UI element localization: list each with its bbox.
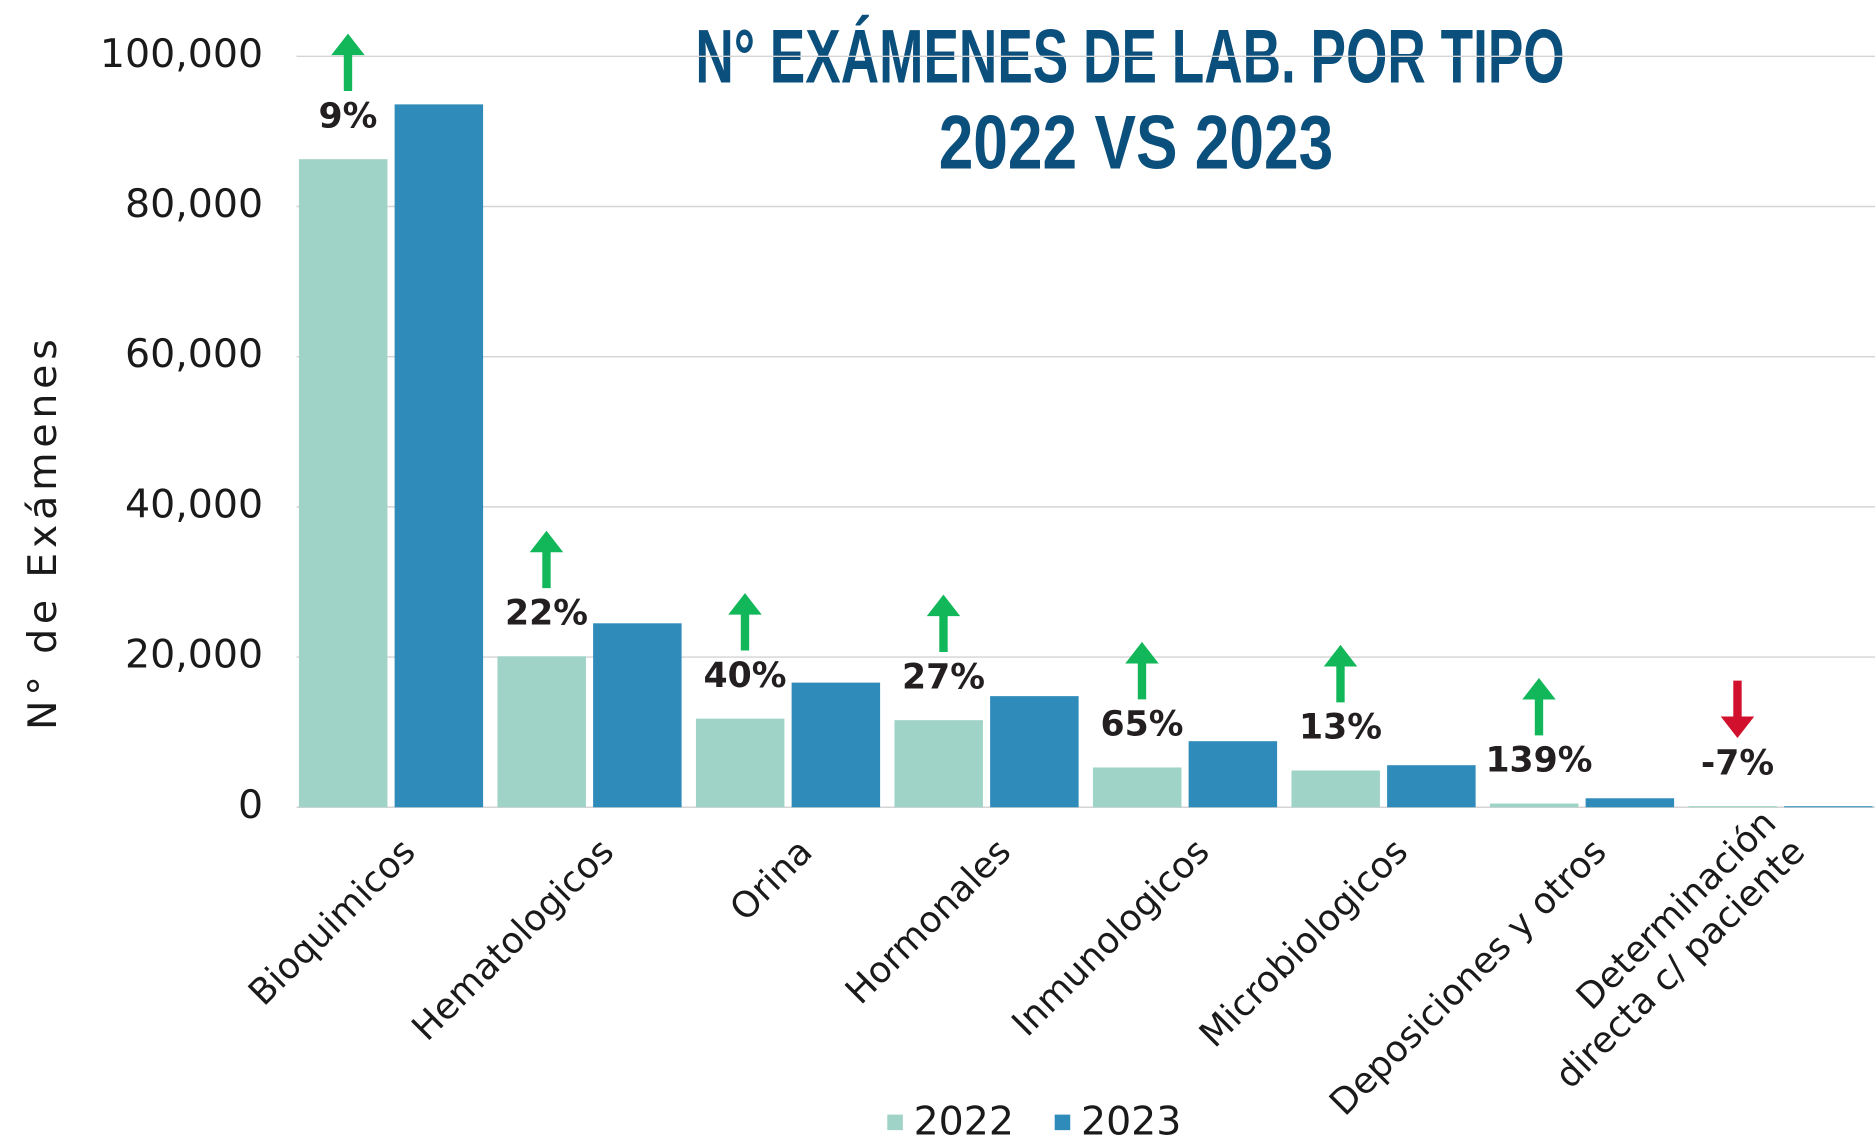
bar <box>1291 770 1380 808</box>
y-tick-label: 100,000 <box>100 31 263 77</box>
bar <box>593 623 682 808</box>
legend-swatch <box>1054 1114 1071 1131</box>
change-label: 27% <box>902 657 985 697</box>
change-label: 139% <box>1485 741 1592 781</box>
legend-label: 2023 <box>1081 1099 1181 1145</box>
y-tick-label: 80,000 <box>125 181 263 227</box>
x-tick-label: Hematologicos <box>404 831 622 1049</box>
x-tick-label: Bioquimicos <box>241 831 424 1014</box>
x-tick-label: Determinacióndirecta c/ paciente <box>1519 802 1813 1096</box>
change-label: -7% <box>1701 743 1774 783</box>
bar <box>1489 803 1579 808</box>
change-label: 65% <box>1101 705 1184 745</box>
chart-subtitle: 2022 VS 2023 <box>939 101 1334 186</box>
y-tick-label: 0 <box>238 782 263 828</box>
bar <box>1585 798 1675 808</box>
change-label: 13% <box>1299 708 1382 748</box>
x-tick-label: Orina <box>723 831 821 929</box>
y-axis-label: N° de Exámenes <box>20 334 66 730</box>
change-arrow <box>1522 677 1556 736</box>
change-label: 9% <box>319 96 378 136</box>
change-arrow <box>1720 680 1755 738</box>
bar <box>1784 806 1873 808</box>
legend-swatch <box>887 1114 903 1131</box>
y-tick-label: 40,000 <box>125 481 263 527</box>
x-tick-label: Microbiologicos <box>1192 831 1416 1055</box>
bar <box>1387 765 1476 808</box>
bar <box>894 720 983 808</box>
legend-label: 2022 <box>914 1099 1014 1145</box>
change-arrow <box>1323 644 1358 703</box>
change-arrow <box>529 530 564 589</box>
y-tick-label: 60,000 <box>125 331 263 377</box>
change-label: 22% <box>505 593 588 633</box>
x-tick-label: Hormonales <box>838 831 1019 1012</box>
bar <box>791 682 881 808</box>
change-arrow <box>728 593 762 651</box>
change-arrow <box>926 594 961 653</box>
bar <box>298 159 388 808</box>
bar <box>394 104 484 808</box>
bar <box>1092 767 1182 808</box>
bar <box>1188 741 1278 808</box>
bar <box>695 718 785 808</box>
y-tick-label: 20,000 <box>125 632 263 678</box>
x-tick-label: Inmunologicos <box>1004 831 1217 1044</box>
bar <box>497 656 586 808</box>
bar <box>990 696 1079 808</box>
change-arrow <box>331 33 365 92</box>
change-label: 40% <box>704 656 787 696</box>
bar <box>1688 806 1777 808</box>
change-arrow <box>1125 641 1159 700</box>
